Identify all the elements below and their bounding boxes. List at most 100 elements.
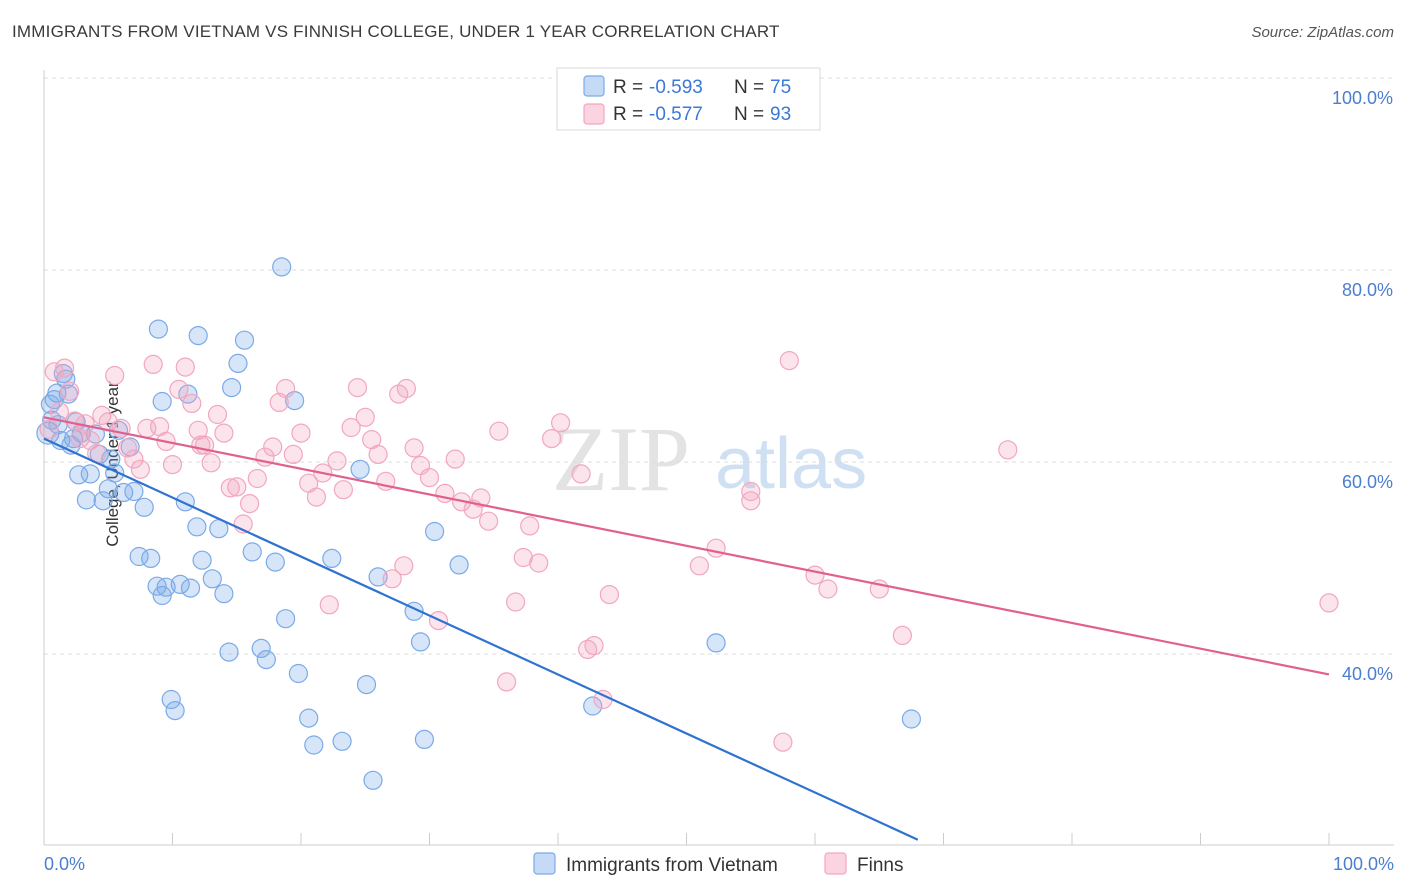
- point-vietnam-68: [152, 391, 172, 412]
- point-vietnam-13: [76, 490, 97, 510]
- point-finns-18: [143, 354, 163, 374]
- point-finns-61: [445, 449, 465, 469]
- point-finns-23: [175, 357, 195, 377]
- legend-swatch-vietnam: [583, 75, 605, 97]
- point-finns-46: [333, 480, 353, 500]
- point-vietnam-54: [332, 731, 352, 751]
- point-finns-73: [550, 413, 571, 433]
- point-finns-24: [182, 393, 202, 413]
- point-vietnam-33: [170, 574, 190, 595]
- point-finns-85: [998, 440, 1018, 460]
- point-finns-92: [191, 435, 211, 455]
- point-vietnam-22: [114, 482, 134, 503]
- bottom-legend-swatch-finns: [824, 852, 847, 875]
- bottom-legend-label-vietnam: Immigrants from Vietnam: [566, 855, 778, 876]
- point-vietnam-50: [288, 663, 308, 684]
- bottom-legend-swatch-vietnam: [533, 852, 556, 875]
- point-finns-71: [529, 553, 549, 573]
- point-finns-3: [54, 358, 75, 378]
- point-finns-78: [599, 584, 620, 605]
- point-vietnam-52: [304, 735, 324, 755]
- x-tick-label-right: 100.0%: [1333, 854, 1394, 874]
- legend-n-label-0: N =: [734, 77, 769, 98]
- point-vietnam-70: [706, 633, 726, 653]
- point-finns-38: [276, 378, 296, 399]
- legend-box: R = -0.593 N = 75 R = -0.577 N = 93: [556, 67, 821, 131]
- point-finns-1: [44, 362, 64, 382]
- point-finns-89: [741, 491, 761, 511]
- point-finns-67: [497, 672, 517, 692]
- y-tick-label-100: 100.0%: [1332, 88, 1393, 108]
- point-finns-49: [355, 407, 375, 427]
- point-finns-76: [584, 635, 604, 656]
- chart-title: IMMIGRANTS FROM VIETNAM VS FINNISH COLLE…: [12, 22, 780, 41]
- bottom-legend-label-finns: Finns: [857, 855, 903, 876]
- trend-lines: [43, 416, 1330, 841]
- point-finns-29: [214, 423, 234, 443]
- point-finns-44: [319, 595, 339, 615]
- point-finns-51: [368, 444, 388, 464]
- point-finns-53: [382, 569, 402, 589]
- point-vietnam-65: [148, 319, 168, 339]
- point-finns-14: [117, 438, 138, 458]
- legend-r-value-1: -0.577: [649, 104, 703, 125]
- legend-n-value-0: 75: [770, 77, 791, 98]
- point-vietnam-32: [165, 700, 185, 721]
- point-finns-21: [162, 455, 183, 475]
- point-vietnam-43: [234, 330, 255, 350]
- point-vietnam-58: [368, 567, 388, 587]
- point-finns-58: [419, 468, 440, 488]
- point-vietnam-69: [583, 696, 603, 716]
- x-ticks: [172, 833, 1330, 845]
- point-vietnam-14: [80, 464, 100, 484]
- point-finns-79: [689, 556, 710, 576]
- point-vietnam-53: [322, 548, 342, 569]
- point-finns-4: [60, 381, 80, 401]
- point-vietnam-57: [363, 770, 383, 790]
- point-finns-27: [201, 453, 221, 473]
- point-vietnam-24: [124, 481, 144, 502]
- point-vietnam-63: [449, 555, 469, 575]
- point-vietnam-36: [187, 517, 207, 537]
- point-finns-0: [39, 419, 59, 439]
- point-vietnam-48: [276, 609, 296, 629]
- point-vietnam-42: [228, 353, 248, 373]
- point-finns-56: [404, 438, 424, 458]
- point-finns-31: [227, 477, 247, 497]
- point-vietnam-41: [219, 642, 239, 662]
- y-tick-label-40: 40.0%: [1342, 664, 1393, 684]
- point-finns-65: [479, 511, 499, 531]
- point-finns-28: [207, 404, 228, 425]
- point-vietnam-66: [178, 384, 198, 404]
- point-finns-90: [706, 538, 726, 558]
- legend-swatch-finns: [583, 103, 605, 125]
- point-finns-55: [396, 378, 416, 399]
- point-finns-81: [805, 565, 825, 585]
- point-vietnam-64: [188, 326, 208, 346]
- point-vietnam-35: [180, 578, 201, 598]
- watermark-atlas: atlas: [715, 424, 867, 504]
- series-finns-points: [39, 351, 1339, 752]
- point-finns-16: [130, 459, 150, 479]
- point-finns-86: [1319, 593, 1339, 613]
- point-vietnam-26: [134, 497, 154, 517]
- legend-n-value-1: 93: [770, 104, 791, 125]
- point-finns-45: [327, 451, 347, 471]
- point-finns-34: [247, 468, 267, 489]
- trendline-vietnam: [43, 437, 919, 841]
- point-vietnam-61: [414, 729, 434, 750]
- point-finns-39: [283, 444, 303, 464]
- point-finns-30: [220, 478, 240, 498]
- point-finns-84: [892, 625, 913, 646]
- point-vietnam-37: [192, 550, 212, 570]
- point-finns-74: [571, 464, 591, 484]
- point-finns-47: [341, 417, 361, 438]
- point-vietnam-72: [272, 257, 292, 277]
- point-vietnam-44: [242, 542, 262, 562]
- point-vietnam-27: [141, 548, 161, 569]
- point-vietnam-47: [265, 552, 285, 572]
- y-tick-labels: 100.0% 80.0% 60.0% 40.0%: [1332, 88, 1393, 684]
